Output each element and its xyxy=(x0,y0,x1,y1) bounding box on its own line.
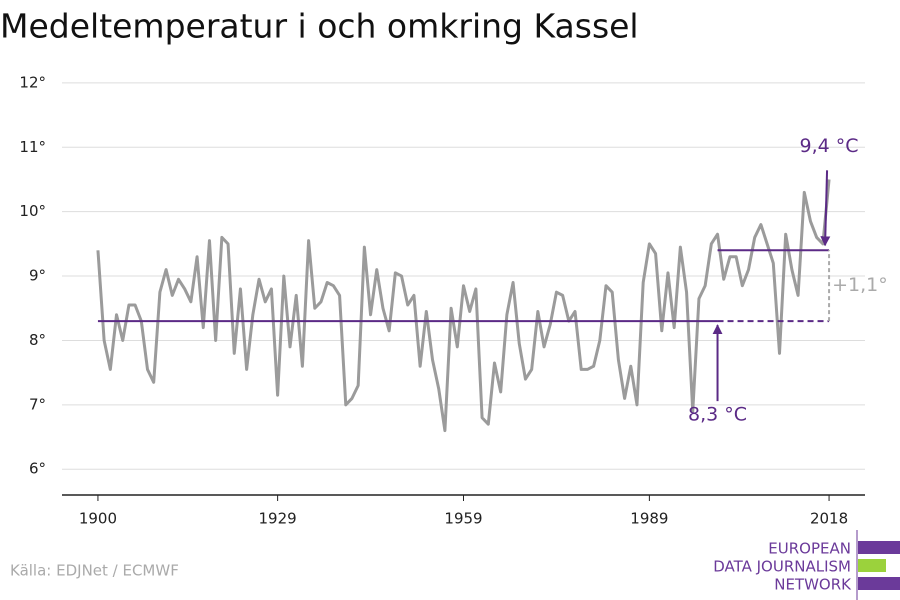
annotation-label: 8,3 °C xyxy=(688,404,747,426)
y-tick-label: 6° xyxy=(29,460,46,478)
chart-title: Medeltemperatur i och omkring Kassel xyxy=(0,7,639,46)
x-tick-label: 2018 xyxy=(810,510,848,528)
x-tick-label: 1959 xyxy=(444,510,482,528)
logo-text: EUROPEAN xyxy=(768,540,851,558)
source: Källa: EDJNet / ECMWF xyxy=(10,562,179,580)
x-tick-label: 1989 xyxy=(630,510,668,528)
annotation-label: 9,4 °C xyxy=(800,135,859,157)
logo-text: DATA JOURNALISM xyxy=(713,558,851,576)
y-tick-label: 7° xyxy=(29,395,46,413)
difference-label: +1,1° xyxy=(832,274,888,296)
logo-text: NETWORK xyxy=(774,576,852,594)
data-line xyxy=(96,179,831,433)
annotation-arrow xyxy=(820,170,831,247)
y-tick-label: 11° xyxy=(19,138,46,156)
y-tick-label: 9° xyxy=(29,267,46,285)
logo-bar xyxy=(858,577,900,590)
x-tick-label: 1900 xyxy=(79,510,117,528)
x-tick-label: 1929 xyxy=(259,510,297,528)
logo-bar xyxy=(858,559,886,572)
y-tick-label: 10° xyxy=(19,202,46,220)
y-tick-label: 12° xyxy=(19,73,46,91)
logo-bar xyxy=(858,541,900,554)
logo: EUROPEAN DATA JOURNALISM NETWORK xyxy=(713,530,900,600)
y-tick-label: 8° xyxy=(29,331,46,349)
